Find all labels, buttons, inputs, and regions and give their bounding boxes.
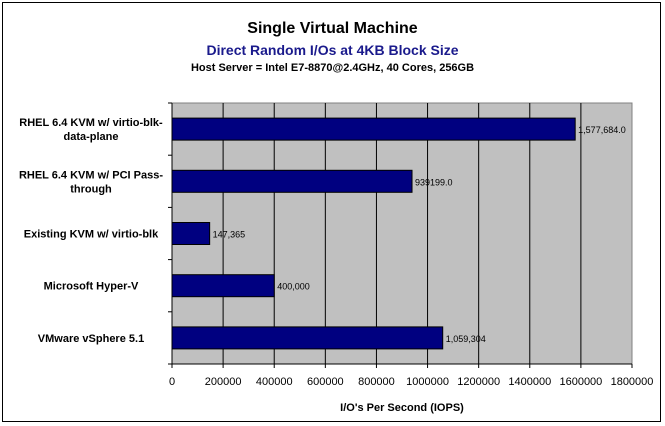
x-tick-label: 1400000 bbox=[508, 376, 551, 388]
bar bbox=[171, 326, 444, 350]
x-axis-label: I/O's Per Second (IOPS) bbox=[340, 402, 464, 414]
data-label: 147,365 bbox=[213, 230, 246, 240]
category-label-line: Microsoft Hyper-V bbox=[44, 281, 139, 293]
category-label-line: RHEL 6.4 KVM w/ PCI Pass- bbox=[19, 169, 163, 181]
category-label-line: Existing KVM w/ virtio-blk bbox=[24, 229, 159, 241]
data-label: 1,059,304 bbox=[446, 334, 486, 344]
bar bbox=[171, 274, 275, 298]
x-tick-label: 600000 bbox=[307, 376, 344, 388]
category-label: RHEL 6.4 KVM w/ PCI Pass-through bbox=[19, 169, 163, 195]
x-tick-label: 200000 bbox=[205, 376, 242, 388]
bar bbox=[171, 169, 413, 193]
category-label: Existing KVM w/ virtio-blk bbox=[24, 229, 159, 241]
chart-subtitle: Direct Random I/Os at 4KB Block Size bbox=[206, 42, 459, 58]
data-label: 939199.0 bbox=[415, 177, 453, 187]
bar bbox=[171, 222, 211, 245]
x-tick-label: 400000 bbox=[256, 376, 293, 388]
category-label-line: VMware vSphere 5.1 bbox=[38, 333, 144, 345]
category-label-line: through bbox=[70, 183, 112, 195]
x-tick-label: 1000000 bbox=[406, 376, 449, 388]
category-label: RHEL 6.4 KVM w/ virtio-blk-data-plane bbox=[19, 117, 163, 143]
bar bbox=[171, 117, 576, 141]
x-tick-label: 1600000 bbox=[559, 376, 602, 388]
category-label-line: RHEL 6.4 KVM w/ virtio-blk- bbox=[19, 117, 163, 129]
x-tick-label: 1200000 bbox=[457, 376, 500, 388]
chart-host-info: Host Server = Intel E7-8870@2.4GHz, 40 C… bbox=[190, 62, 475, 74]
category-label: VMware vSphere 5.1 bbox=[38, 333, 144, 345]
x-tick-label: 800000 bbox=[358, 376, 395, 388]
data-label: 400,000 bbox=[277, 282, 310, 292]
category-label: Microsoft Hyper-V bbox=[44, 281, 139, 293]
category-label-line: data-plane bbox=[63, 131, 118, 143]
data-label: 1,577,684.0 bbox=[578, 125, 626, 135]
chart-title: Single Virtual Machine bbox=[247, 20, 418, 37]
x-tick-label: 0 bbox=[169, 376, 175, 388]
x-tick-label: 1800000 bbox=[611, 376, 654, 388]
